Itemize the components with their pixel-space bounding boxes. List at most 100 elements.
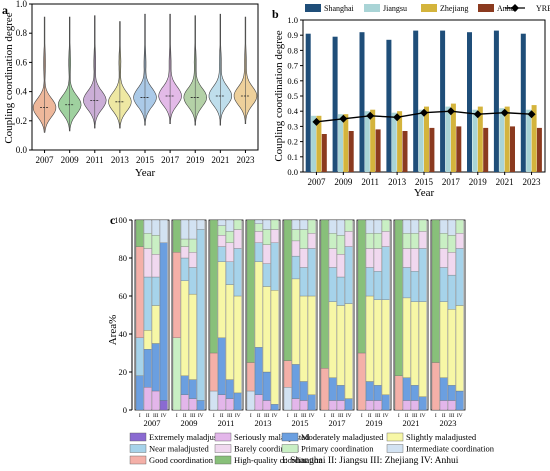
- panel-c-segment-2023-II: [439, 377, 448, 401]
- panel-c-segment-2015-IV: [307, 248, 316, 297]
- panel-c-segment-2013-II: [254, 223, 263, 232]
- panel-c-legend: Extremely maladjusted Seriously maladjust…: [129, 432, 495, 465]
- panel-c-legend-swatch: [129, 455, 147, 465]
- panel-c-segment-2023-IV: [455, 390, 464, 411]
- panel-c-segment-2019-I: [357, 352, 366, 411]
- panel-c-segment-2007-II: [143, 248, 152, 278]
- panel-c-segment-2009-II: [180, 219, 189, 240]
- panel-c-group-label: IV: [383, 413, 389, 419]
- panel-c-segment-2017-IV: [344, 246, 353, 304]
- panel-c-segment-2009-III: [188, 238, 197, 253]
- panel-c-segment-2013-IV: [270, 219, 279, 230]
- panel-c-segment-2013-IV: [270, 290, 279, 405]
- panel-c-segment-2021-IV: [418, 396, 427, 411]
- panel-b-bar-anhui-2011: [375, 129, 381, 172]
- panel-c-segment-2017-II: [328, 301, 337, 378]
- panel-c-segment-2011-IV: [233, 219, 242, 230]
- panel-c-segment-2015-III: [299, 248, 308, 268]
- panel-c-segment-2007-III: [151, 235, 160, 255]
- panel-b-legend-label: Zhejiang: [440, 4, 468, 13]
- panel-c-segment-2017-III: [336, 276, 345, 306]
- panel-c-segment-2015-IV: [307, 219, 316, 234]
- panel-b-yrb-marker-2023: [527, 110, 536, 119]
- panel-c-legend-swatch: [281, 444, 299, 453]
- panel-b-bar-jiangsu-2021: [499, 108, 505, 172]
- panel-b-x-tick-label: 2013: [388, 177, 407, 187]
- panel-c-segment-2011-III: [225, 242, 234, 262]
- panel-b-y-tick-label: 0.8: [287, 45, 298, 55]
- panel-b-legend-marker: [511, 4, 519, 12]
- panel-b-bar-shanghai-2013: [386, 39, 392, 172]
- panel-c-legend-label: Seriously maladjusted: [234, 432, 310, 442]
- panel-b-yrb-marker-2019: [473, 110, 482, 119]
- panel-c-segment-2023-III: [447, 235, 456, 253]
- panel-c-segment-2023-II: [439, 301, 448, 378]
- panel-c-segment-2009-IV: [196, 400, 205, 411]
- panel-c-segment-2015-IV: [307, 295, 316, 395]
- panel-c-segment-2021-III: [410, 248, 419, 272]
- panel-a-y-tick-label: 0.8: [16, 28, 28, 38]
- panel-c-legend-swatch: [386, 444, 404, 453]
- panel-b-y-tick-label: 1.0: [287, 15, 298, 25]
- panel-c-segment-2007-II: [143, 349, 152, 388]
- panel-c-segment-2009-IV: [196, 229, 205, 401]
- panel-b-bar-anhui-2007: [321, 134, 327, 172]
- panel-c-segment-2015-I: [283, 360, 292, 388]
- panel-c-segment-2011-IV: [233, 295, 242, 394]
- panel-c-segment-2009-I: [172, 337, 181, 411]
- panel-c-year-label: 2009: [181, 418, 198, 428]
- panel-c-segment-2013-II: [254, 242, 263, 262]
- panel-c-group-label: II: [183, 413, 187, 419]
- panel-c-segment-2011-III: [225, 231, 234, 243]
- panel-c-segment-2007-III: [151, 276, 160, 306]
- panel-b-yrb-line: [312, 107, 536, 126]
- panel-c-group-label: I: [398, 413, 400, 419]
- panel-c-group-label: II: [146, 413, 150, 419]
- panel-c-segment-2015-II: [291, 229, 300, 242]
- panel-c-group-label: III: [338, 413, 344, 419]
- panel-c-segment-2011-I: [209, 219, 218, 354]
- panel-c-group-label: I: [176, 413, 178, 419]
- panel-a-x-ticks: 2007 2009 2011 2013 2015 2017 2019 2021 2023: [36, 150, 255, 165]
- panel-c-group-label: IV: [420, 413, 426, 419]
- panel-a-y-tick-label: 0.4: [16, 87, 28, 97]
- panel-c-segment-2021-III: [410, 385, 419, 401]
- panel-c-year-label: 2011: [218, 418, 235, 428]
- panel-a-x-tick-label: 2017: [161, 155, 180, 165]
- panel-c-segment-2019-II: [365, 295, 374, 382]
- panel-c-segment-2023-IV: [455, 248, 464, 306]
- panel-c-segment-2007-II: [143, 330, 152, 350]
- panel-c-segment-2009-II: [180, 280, 189, 376]
- panel-c-segment-2019-III: [373, 385, 382, 401]
- panel-c-segment-2013-III: [262, 371, 271, 401]
- panel-b-bar-anhui-2009: [348, 131, 354, 172]
- panel-c-legend-swatch: [214, 455, 232, 465]
- panel-c-segment-2009-III: [188, 267, 197, 295]
- panel-c-segment-2015-II: [291, 398, 300, 411]
- panel-c-y-ticks: 0 20 40 60 80 100: [114, 215, 133, 415]
- panel-c-year-label: 2015: [292, 418, 309, 428]
- panel-b-bar-shanghai-2015: [413, 30, 419, 172]
- panel-b-bar-anhui-2021: [510, 126, 515, 172]
- panel-a-x-tick-label: 2009: [61, 155, 80, 165]
- panel-c-segment-2019-II: [365, 233, 374, 249]
- panel-c-segment-2007-I: [135, 375, 144, 411]
- panel-c-segment-2021-IV: [418, 301, 427, 397]
- panel-c-legend-swatch: [214, 432, 232, 442]
- panel-c-segment-2009-II: [180, 246, 189, 259]
- panel-c-legend-swatch: [214, 444, 232, 453]
- panel-c-segment-2007-I: [135, 219, 144, 247]
- panel-c-group-label: III: [301, 413, 307, 419]
- panel-c-group-label: I: [139, 413, 141, 419]
- panel-c-segment-2007-II: [143, 387, 152, 411]
- panel-c-segment-2013-I: [246, 219, 255, 363]
- panel-c-segment-2011-IV: [233, 392, 242, 411]
- panel-c-segment-2023-III: [447, 309, 456, 386]
- panel-c-segment-2023-III: [447, 274, 456, 310]
- panel-b-y-label: Coupling coordination degree: [273, 30, 285, 161]
- panel-a-y-tick-label: 0.0: [16, 145, 28, 155]
- panel-b-x-tick-label: 2009: [334, 177, 353, 187]
- panel-c-segment-2007-IV: [159, 400, 168, 411]
- panel-b-y-tick-label: 0.0: [287, 167, 298, 177]
- panel-c-segment-2007-III: [151, 343, 160, 392]
